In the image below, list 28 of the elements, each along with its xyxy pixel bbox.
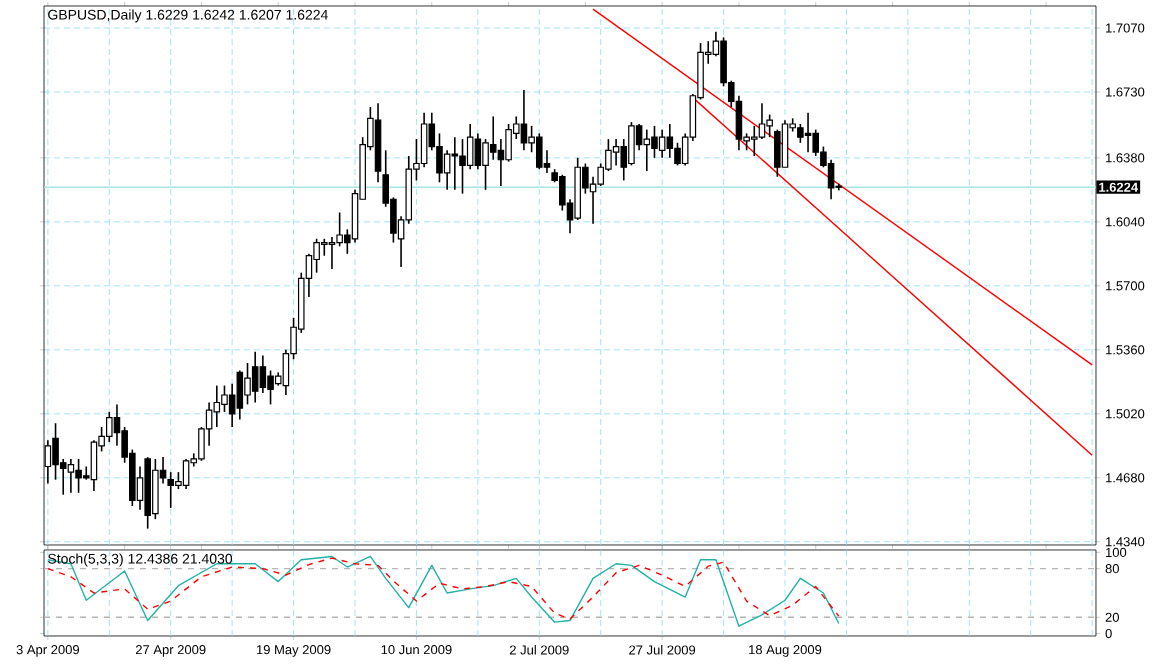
candlestick	[781, 119, 789, 169]
candlestick	[321, 237, 328, 257]
candlestick	[474, 132, 482, 170]
candlestick	[182, 458, 190, 490]
candlestick	[774, 128, 781, 178]
candlestick	[75, 458, 82, 494]
candlestick	[804, 111, 812, 154]
candlestick	[451, 136, 459, 191]
candlestick	[420, 111, 428, 169]
candlestick	[666, 123, 674, 159]
candlestick	[328, 236, 336, 270]
candlestick	[758, 102, 766, 140]
candlestick	[827, 158, 835, 201]
candlestick	[612, 138, 620, 167]
candlestick	[152, 458, 159, 520]
candlestick	[520, 89, 528, 152]
candlestick	[643, 128, 651, 172]
candlestick	[536, 132, 543, 170]
candlestick	[658, 128, 666, 159]
candlestick	[251, 350, 259, 404]
candlestick	[466, 123, 474, 170]
candlestick	[106, 411, 113, 443]
candlestick	[90, 439, 98, 492]
candlestick	[443, 149, 451, 191]
candlestick	[236, 369, 244, 421]
candlestick	[67, 458, 75, 494]
candlestick	[259, 354, 267, 394]
candlestick	[459, 138, 466, 195]
